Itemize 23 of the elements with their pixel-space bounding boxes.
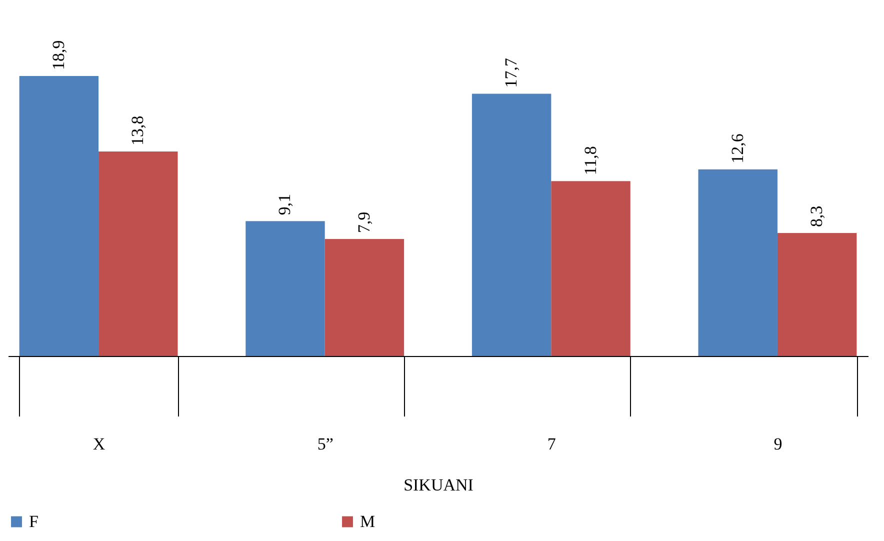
legend-label: M xyxy=(360,512,376,531)
x-axis-title: SIKUANI xyxy=(404,476,474,494)
bar xyxy=(324,238,404,356)
x-tick-label: 9 xyxy=(774,434,782,454)
x-tick-label: X xyxy=(92,434,106,454)
bar xyxy=(472,94,552,356)
data-label: 18,9 xyxy=(48,40,68,70)
bar xyxy=(698,169,778,356)
legend-label: F xyxy=(29,512,38,531)
data-label: 12,6 xyxy=(728,134,747,164)
bar xyxy=(777,233,857,356)
data-label: 7,9 xyxy=(354,212,374,233)
data-label: 13,8 xyxy=(128,116,148,146)
data-label: 8,3 xyxy=(807,206,826,228)
bar xyxy=(98,152,178,356)
bar xyxy=(551,181,630,356)
x-tick-label: 7 xyxy=(547,434,556,454)
x-tick-label: 5” xyxy=(317,434,334,454)
data-label: 11,8 xyxy=(580,146,600,176)
data-label: 17,7 xyxy=(502,58,521,88)
bar xyxy=(19,76,99,356)
bar xyxy=(246,221,325,356)
data-label: 9,1 xyxy=(275,194,294,216)
